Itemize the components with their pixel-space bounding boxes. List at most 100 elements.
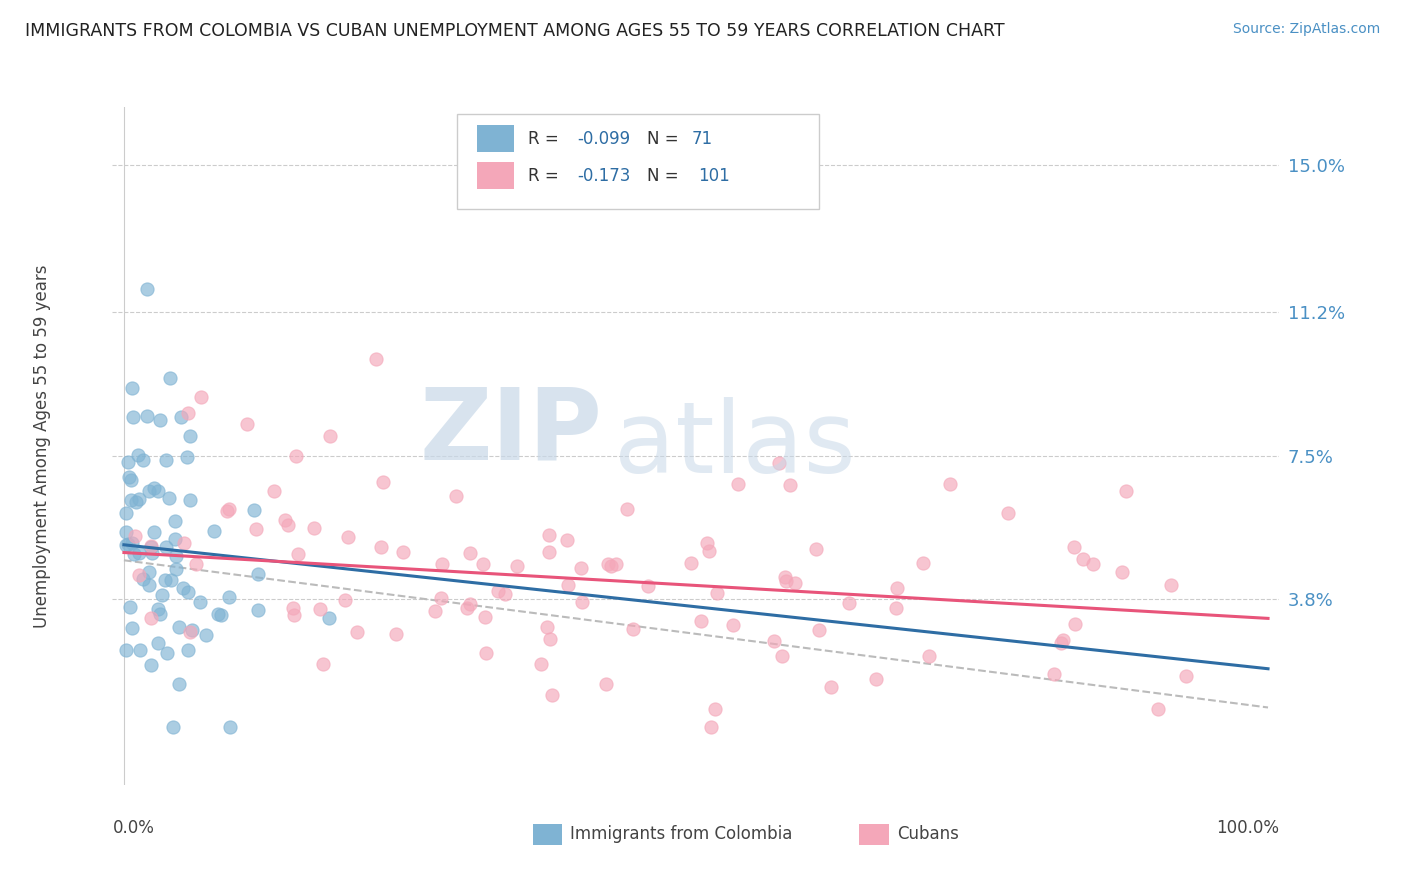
Point xyxy=(536,620,558,634)
Point xyxy=(142,525,165,540)
Point xyxy=(165,549,187,563)
Point xyxy=(775,574,797,588)
Point xyxy=(128,643,150,657)
Point xyxy=(157,491,180,506)
Point xyxy=(569,561,592,575)
Point xyxy=(162,720,184,734)
Point xyxy=(117,537,139,551)
Point xyxy=(118,470,141,484)
Point xyxy=(165,532,187,546)
Point xyxy=(309,602,332,616)
Point xyxy=(806,541,828,556)
Text: 100.0%: 100.0% xyxy=(1216,819,1279,837)
Point xyxy=(159,371,181,385)
Point xyxy=(219,720,242,734)
Point xyxy=(120,599,142,614)
FancyBboxPatch shape xyxy=(457,114,818,209)
Point xyxy=(181,624,204,638)
Point xyxy=(392,545,415,559)
Text: N =: N = xyxy=(647,130,683,148)
Point xyxy=(132,453,155,467)
Text: Unemployment Among Ages 55 to 59 years: Unemployment Among Ages 55 to 59 years xyxy=(34,264,52,628)
FancyBboxPatch shape xyxy=(533,824,562,845)
Point xyxy=(128,546,150,560)
Point xyxy=(770,648,793,663)
Text: 101: 101 xyxy=(699,167,730,185)
Point xyxy=(538,528,561,542)
Text: 0.0%: 0.0% xyxy=(112,819,155,837)
Point xyxy=(595,677,617,691)
Point xyxy=(138,484,160,499)
Point xyxy=(179,429,201,443)
Point xyxy=(263,484,285,499)
Point xyxy=(346,625,368,640)
Point xyxy=(165,562,187,576)
Point xyxy=(172,581,194,595)
Point xyxy=(283,600,305,615)
Point xyxy=(768,456,790,470)
Point xyxy=(167,620,190,634)
Point xyxy=(304,521,326,535)
Point xyxy=(318,611,340,625)
Point xyxy=(243,502,266,516)
Point xyxy=(458,597,481,611)
Point xyxy=(128,492,150,507)
Point xyxy=(184,558,207,572)
Point xyxy=(1175,668,1198,682)
Point xyxy=(170,409,193,424)
Point xyxy=(537,545,560,559)
Point xyxy=(146,636,169,650)
Point xyxy=(177,643,200,657)
Point xyxy=(115,643,138,657)
Point xyxy=(541,688,564,702)
Point xyxy=(997,506,1019,520)
Point xyxy=(494,586,516,600)
Point xyxy=(444,489,467,503)
Point xyxy=(1146,702,1168,716)
Point xyxy=(773,570,796,584)
Point xyxy=(1063,617,1085,632)
Point xyxy=(159,573,181,587)
Point xyxy=(149,413,172,427)
Point xyxy=(139,658,162,673)
Point xyxy=(319,429,342,443)
Point xyxy=(146,484,169,499)
Point xyxy=(153,573,176,587)
Point xyxy=(122,410,145,425)
Point xyxy=(538,632,561,647)
Point xyxy=(156,646,179,660)
Point xyxy=(136,409,159,423)
Point xyxy=(555,533,578,547)
Point xyxy=(127,448,149,462)
Point xyxy=(884,601,907,615)
Point xyxy=(149,607,172,622)
Point xyxy=(505,559,527,574)
Point xyxy=(121,381,143,395)
Point xyxy=(120,473,142,487)
Text: Cubans: Cubans xyxy=(897,825,959,844)
Text: N =: N = xyxy=(647,167,683,185)
Point xyxy=(838,596,860,610)
Point xyxy=(1043,666,1066,681)
Text: Source: ZipAtlas.com: Source: ZipAtlas.com xyxy=(1233,22,1381,37)
Point xyxy=(1052,632,1074,647)
Point xyxy=(176,450,198,464)
Point xyxy=(679,556,702,570)
Point xyxy=(141,611,163,625)
Point xyxy=(621,623,644,637)
Point xyxy=(918,648,941,663)
Point xyxy=(1083,557,1105,571)
Point xyxy=(696,535,718,549)
Point xyxy=(312,657,335,672)
Point xyxy=(865,672,887,686)
Point xyxy=(121,535,143,549)
Point xyxy=(138,565,160,579)
Point xyxy=(167,677,190,691)
Point xyxy=(217,504,239,518)
Point xyxy=(706,586,728,600)
Point xyxy=(385,627,408,641)
Point xyxy=(179,493,201,508)
Point xyxy=(779,478,801,492)
Point xyxy=(177,405,200,419)
Point xyxy=(763,633,786,648)
